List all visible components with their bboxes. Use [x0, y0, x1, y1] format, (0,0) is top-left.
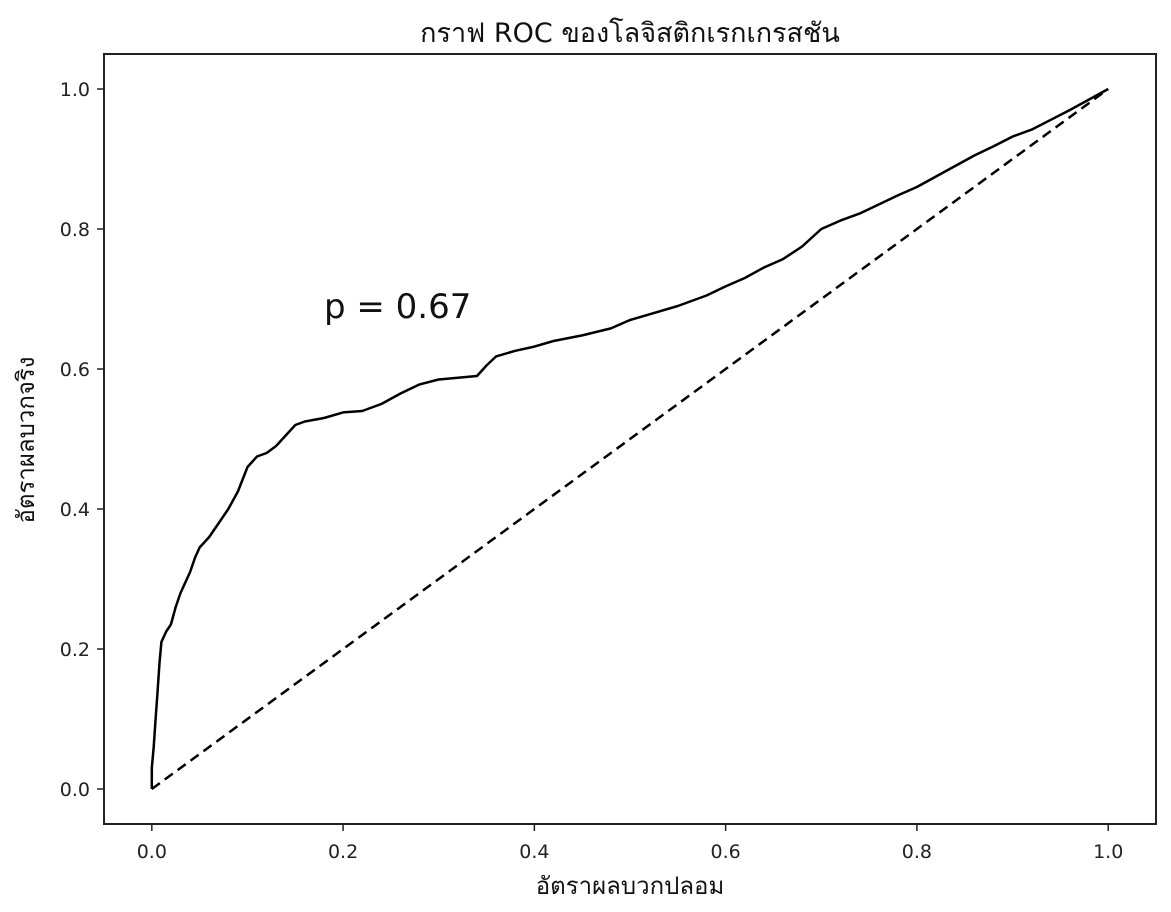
- y-tick-label: 0.0: [60, 779, 90, 801]
- x-tick-label: 0.0: [137, 841, 167, 863]
- plot-frame: [103, 53, 1157, 825]
- y-tick-label: 0.6: [60, 359, 90, 381]
- x-axis-ticks: 0.0 0.2 0.4 0.6 0.8 1.0: [137, 824, 1123, 863]
- chance-diagonal-line: [151, 87, 1109, 791]
- y-tick-label: 1.0: [60, 79, 90, 101]
- auc-annotation: p = 0.67: [324, 287, 471, 327]
- roc-curve-line: [150, 87, 1109, 789]
- chart-title: กราฟ ROC ของโลจิสติกเรกเกรสชัน: [420, 18, 840, 49]
- x-tick-label: 0.6: [711, 841, 741, 863]
- x-tick-label: 0.8: [902, 841, 932, 863]
- series-layer: [150, 87, 1109, 791]
- x-tick-label: 0.2: [328, 841, 358, 863]
- y-axis-label: อัตราผลบวกจริง: [12, 356, 40, 523]
- plot-area: [103, 53, 1157, 825]
- y-tick-label: 0.2: [60, 639, 90, 661]
- x-tick-label: 0.4: [519, 841, 549, 863]
- y-tick-label: 0.8: [60, 219, 90, 241]
- x-axis-label: อัตราผลบวกปลอม: [536, 872, 725, 900]
- y-axis-ticks: 0.0 0.2 0.4 0.6 0.8 1.0: [60, 79, 104, 801]
- x-tick-label: 1.0: [1093, 841, 1123, 863]
- y-tick-label: 0.4: [60, 499, 90, 521]
